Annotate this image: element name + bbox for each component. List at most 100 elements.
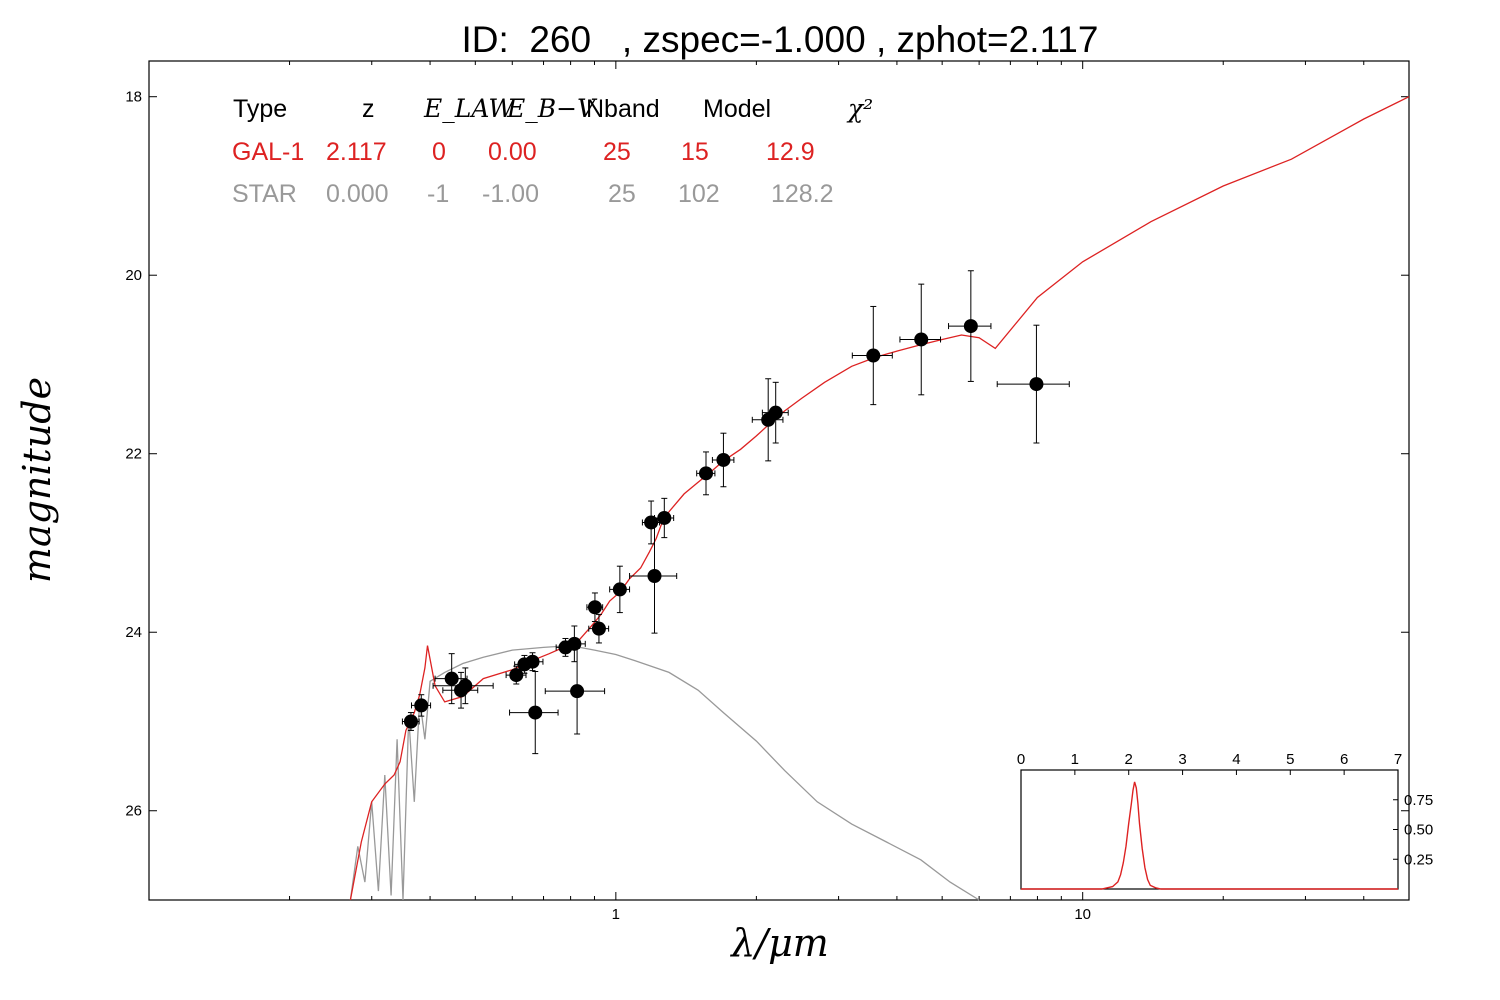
photometry-marker [509, 668, 524, 683]
legend-header-nband: Nband [586, 95, 660, 123]
galaxy-spectrum-line [349, 96, 1410, 901]
photometry-marker [414, 698, 429, 713]
photometry-point [434, 653, 468, 705]
y-axis-label: magnitude [15, 377, 59, 583]
legend-header-ebv: E_B−V [506, 94, 598, 123]
star-model: 102 [678, 180, 720, 208]
photometry-point [851, 305, 893, 406]
photometry-marker [657, 510, 672, 525]
inset-x-tick-label: 4 [1232, 751, 1240, 768]
chart-title: ID: 260 , zspec=-1.000 , zphot=2.117 [462, 19, 1099, 60]
star-chi2: 128.2 [771, 180, 834, 208]
legend-header-type: Type [233, 95, 287, 123]
legend-row-gal: GAL-1 2.117 0 0.00 25 15 12.9 [232, 138, 815, 166]
photometry-point [653, 497, 675, 539]
star-type: STAR [232, 180, 297, 208]
inset-x-ticks: 0 1 2 3 4 5 6 7 [1017, 751, 1402, 775]
y-tick-label: 20 [125, 267, 142, 284]
photometry-marker [768, 405, 783, 420]
photometry-point [521, 652, 544, 672]
photometry-marker [444, 671, 459, 686]
star-spectrum-line [349, 644, 980, 901]
photometry-marker [570, 684, 585, 699]
y-tick-label: 22 [125, 446, 142, 463]
inset-y-tick-label: 0.25 [1404, 851, 1433, 868]
gal-chi2: 12.9 [766, 138, 815, 166]
star-ebv: -1.00 [482, 180, 539, 208]
photometry-point [562, 625, 586, 663]
photometry-point [586, 592, 604, 623]
photometry-point [432, 667, 494, 705]
photometry-point [899, 283, 942, 396]
photometry-marker [612, 582, 627, 597]
x-axis-ticks: 1 10 [612, 61, 1091, 923]
inset-x-tick-label: 7 [1394, 751, 1402, 768]
gal-elaw: 0 [432, 138, 446, 166]
inset-x-tick-label: 2 [1125, 751, 1133, 768]
x-minor-ticks [289, 61, 1365, 900]
photometry-marker [914, 332, 929, 347]
photometry-marker [591, 621, 606, 636]
gal-type: GAL-1 [232, 138, 304, 166]
photometry-point [948, 270, 992, 382]
inset-x-tick-label: 1 [1071, 751, 1079, 768]
inset-x-tick-label: 0 [1017, 751, 1025, 768]
legend-row-star: STAR 0.000 -1 -1.00 25 102 128.2 [232, 180, 834, 208]
x-axis-label: λ/μm [729, 921, 829, 965]
photometry-marker [699, 466, 714, 481]
photometry-marker [647, 569, 662, 584]
y-tick-label: 18 [125, 89, 142, 106]
photometry-point [588, 613, 610, 644]
y-tick-label: 24 [125, 624, 142, 641]
pdz-inset: 0 1 2 3 4 5 6 7 0.25 0.50 0.75 [1017, 751, 1433, 890]
photometry-marker [587, 600, 602, 615]
inset-x-tick-label: 6 [1340, 751, 1348, 768]
star-nband: 25 [608, 180, 636, 208]
photometry-point [996, 324, 1070, 444]
photometry-points [401, 270, 1070, 755]
inset-x-tick-label: 5 [1286, 751, 1294, 768]
photometry-point [629, 518, 678, 634]
legend-table: Type z E_LAW E_B−V Nband Model χ² GAL-1 … [232, 94, 873, 208]
photometry-point [401, 712, 420, 731]
photometry-marker [567, 636, 582, 651]
inset-y-tick-label: 0.50 [1404, 822, 1433, 839]
inset-x-tick-label: 3 [1178, 751, 1186, 768]
photometry-point [411, 694, 432, 717]
star-elaw: -1 [427, 180, 449, 208]
photometry-marker [866, 348, 881, 363]
star-z: 0.000 [326, 180, 389, 208]
photometry-marker [716, 452, 731, 467]
photometry-point [609, 565, 631, 614]
photometry-marker [458, 678, 473, 693]
plot-frame [148, 60, 1410, 901]
inset-y-ticks: 0.25 0.50 0.75 [1393, 792, 1433, 868]
x-tick-label: 10 [1074, 906, 1091, 923]
gal-nband: 25 [603, 138, 631, 166]
photometry-marker [525, 654, 540, 669]
photometry-marker [963, 319, 978, 334]
photometry-point [509, 671, 559, 755]
pdz-curve [1021, 781, 1398, 890]
legend-header-z: z [362, 95, 375, 123]
legend-header-model: Model [703, 95, 771, 123]
legend-header-chi2: χ² [846, 94, 873, 123]
photometry-marker [528, 705, 543, 720]
gal-model: 15 [681, 138, 709, 166]
photometry-point [761, 381, 789, 444]
photometry-marker [403, 714, 418, 729]
gal-ebv: 0.00 [488, 138, 537, 166]
photometry-point [544, 647, 606, 735]
photometry-marker [1029, 377, 1044, 392]
inset-y-tick-label: 0.75 [1404, 792, 1433, 809]
gal-z: 2.117 [326, 138, 387, 166]
x-tick-label: 1 [612, 906, 620, 923]
inset-background [1020, 769, 1399, 890]
photometry-point [696, 451, 716, 496]
star-model-curve [349, 644, 980, 901]
galaxy-model-curve [349, 96, 1410, 901]
photometry-point [711, 432, 735, 488]
